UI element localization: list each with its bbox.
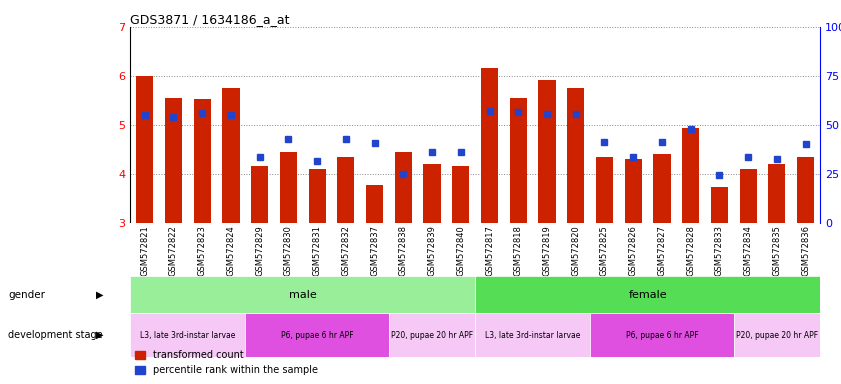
- Bar: [567, 88, 584, 223]
- Bar: [733, 313, 820, 357]
- Text: gender: gender: [8, 290, 45, 300]
- Bar: [193, 99, 211, 223]
- Text: GSM572830: GSM572830: [284, 225, 293, 276]
- Text: GSM572826: GSM572826: [629, 225, 637, 276]
- Bar: [246, 313, 389, 357]
- Bar: [309, 169, 325, 223]
- Bar: [280, 152, 297, 223]
- Bar: [222, 88, 240, 223]
- Bar: [475, 276, 820, 313]
- Bar: [394, 152, 412, 223]
- Text: GSM572838: GSM572838: [399, 225, 408, 276]
- Bar: [768, 164, 785, 223]
- Bar: [711, 187, 728, 223]
- Text: GSM572818: GSM572818: [514, 225, 523, 276]
- Text: GSM572827: GSM572827: [658, 225, 666, 276]
- Text: GSM572839: GSM572839: [427, 225, 436, 276]
- Text: development stage: development stage: [8, 330, 103, 340]
- Text: male: male: [289, 290, 316, 300]
- Bar: [739, 169, 757, 223]
- Bar: [389, 313, 475, 357]
- Text: L3, late 3rd-instar larvae: L3, late 3rd-instar larvae: [140, 331, 235, 339]
- Bar: [130, 276, 475, 313]
- Text: GSM572823: GSM572823: [198, 225, 207, 276]
- Bar: [366, 185, 383, 223]
- Bar: [682, 128, 699, 223]
- Bar: [797, 157, 814, 223]
- Bar: [510, 98, 526, 223]
- Text: GSM572820: GSM572820: [571, 225, 580, 276]
- Bar: [337, 157, 354, 223]
- Bar: [595, 157, 613, 223]
- Text: P6, pupae 6 hr APF: P6, pupae 6 hr APF: [281, 331, 353, 339]
- Text: GSM572825: GSM572825: [600, 225, 609, 276]
- Legend: transformed count, percentile rank within the sample: transformed count, percentile rank withi…: [135, 351, 318, 375]
- Text: L3, late 3rd-instar larvae: L3, late 3rd-instar larvae: [485, 331, 580, 339]
- Bar: [130, 313, 246, 357]
- Text: GSM572832: GSM572832: [341, 225, 351, 276]
- Bar: [653, 154, 670, 223]
- Text: GSM572829: GSM572829: [255, 225, 264, 276]
- Text: GDS3871 / 1634186_a_at: GDS3871 / 1634186_a_at: [130, 13, 290, 26]
- Text: GSM572831: GSM572831: [313, 225, 321, 276]
- Text: GSM572835: GSM572835: [772, 225, 781, 276]
- Bar: [625, 159, 642, 223]
- Text: GSM572824: GSM572824: [226, 225, 235, 276]
- Bar: [452, 166, 469, 223]
- Text: GSM572833: GSM572833: [715, 225, 724, 276]
- Bar: [590, 313, 733, 357]
- Text: GSM572819: GSM572819: [542, 225, 552, 276]
- Text: GSM572822: GSM572822: [169, 225, 178, 276]
- Text: GSM572840: GSM572840: [457, 225, 465, 276]
- Text: GSM572817: GSM572817: [485, 225, 494, 276]
- Bar: [136, 76, 153, 223]
- Text: GSM572821: GSM572821: [140, 225, 149, 276]
- Text: ▶: ▶: [96, 290, 103, 300]
- Bar: [538, 80, 556, 223]
- Bar: [251, 166, 268, 223]
- Text: GSM572834: GSM572834: [743, 225, 753, 276]
- Text: ▶: ▶: [96, 330, 103, 340]
- Text: GSM572836: GSM572836: [801, 225, 810, 276]
- Bar: [423, 164, 441, 223]
- Text: GSM572837: GSM572837: [370, 225, 379, 276]
- Text: P20, pupae 20 hr APF: P20, pupae 20 hr APF: [736, 331, 818, 339]
- Text: P6, pupae 6 hr APF: P6, pupae 6 hr APF: [626, 331, 698, 339]
- Bar: [481, 68, 498, 223]
- Text: female: female: [628, 290, 667, 300]
- Bar: [165, 98, 182, 223]
- Text: P20, pupae 20 hr APF: P20, pupae 20 hr APF: [391, 331, 473, 339]
- Text: GSM572828: GSM572828: [686, 225, 696, 276]
- Bar: [475, 313, 590, 357]
